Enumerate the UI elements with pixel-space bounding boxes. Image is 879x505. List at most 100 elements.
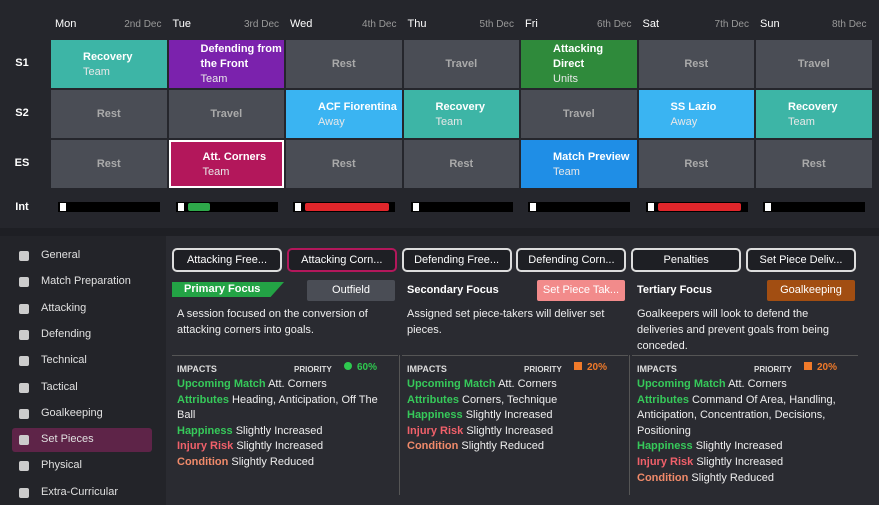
impact-text: Slightly Increased: [466, 424, 554, 437]
session-title: Match Preview: [553, 150, 630, 163]
impacts-label: IMPACTS: [637, 364, 677, 374]
impact-text: Att. Corners: [268, 378, 327, 390]
sidebar-item[interactable]: Attacking: [41, 301, 87, 314]
impact-label: Injury Risk: [177, 440, 234, 453]
impact-text: Att. Corners: [728, 378, 787, 390]
sidebar-item[interactable]: Match Preparation: [41, 275, 131, 288]
session-cell[interactable]: SS Lazio Away: [638, 90, 754, 138]
impact-text: Slightly Reduced: [461, 440, 544, 453]
priority-value: 60%: [357, 362, 378, 373]
impact-row: Injury Risk Slightly Increased: [177, 439, 399, 455]
session-cell[interactable]: Travel: [756, 40, 872, 88]
impact-label: Attributes: [637, 393, 689, 406]
focus-heading: Primary Focus: [172, 282, 284, 297]
priority-value: 20%: [587, 362, 608, 373]
session-cell[interactable]: Rest: [756, 140, 872, 188]
priority-icon: [804, 362, 812, 370]
session-cell[interactable]: Rest: [638, 40, 754, 88]
tab[interactable]: Attacking Corn...: [286, 248, 397, 272]
sidebar-item[interactable]: Tactical: [41, 380, 78, 393]
day-date: 4th Dec: [362, 19, 397, 30]
day-date: 7th Dec: [714, 19, 749, 30]
intensity-icon: [765, 203, 771, 211]
focus-button[interactable]: Set Piece Tak...: [537, 280, 625, 301]
session-cell[interactable]: Match Preview Team: [521, 140, 637, 188]
impact-list: Upcoming Match Att. Corners Attributes Co…: [407, 377, 629, 455]
session-cell[interactable]: ACF Fiorentina Away: [286, 90, 402, 138]
session-title: Rest: [684, 57, 709, 70]
session-cell[interactable]: Recovery Team: [756, 90, 872, 138]
session-title: Rest: [331, 57, 356, 70]
day-name: Fri: [525, 18, 538, 30]
impact-label: Upcoming Match: [637, 378, 726, 390]
impact-text: Slightly Reduced: [231, 455, 314, 468]
tab[interactable]: Defending Corn...: [516, 248, 627, 272]
session-sub: Units: [553, 73, 579, 85]
session-cell[interactable]: Travel: [521, 90, 637, 138]
intensity-track: [175, 202, 278, 212]
session-cell[interactable]: Rest: [286, 40, 402, 88]
impact-label: Attributes: [407, 393, 459, 406]
impact-row: Upcoming Match Att. Corners: [177, 377, 399, 393]
impact-text: Corners, Technique: [462, 393, 558, 406]
session-title: Rest: [331, 157, 356, 170]
impact-list: Upcoming Match Att. Corners Attributes Co…: [637, 377, 859, 486]
sidebar-item[interactable]: Goalkeeping: [41, 406, 103, 419]
sidebar-item[interactable]: Physical: [41, 459, 82, 472]
sidebar-item[interactable]: Defending: [41, 327, 92, 340]
session-cell[interactable]: Recovery Team: [403, 90, 519, 138]
session-cell[interactable]: Rest: [286, 140, 402, 188]
session-cell[interactable]: Rest: [638, 140, 754, 188]
impact-row: Happiness Slightly Increased: [407, 408, 629, 424]
impact-row: Attributes Command Of Area, Handling, An…: [637, 393, 859, 440]
impact-row: Happiness Slightly Increased: [637, 439, 859, 455]
session-sub: Team: [202, 165, 230, 178]
impact-label: Upcoming Match: [407, 378, 496, 390]
focus-button[interactable]: Outfield: [307, 280, 395, 301]
day-date: 3rd Dec: [243, 19, 279, 30]
session-title: Recovery: [83, 50, 133, 63]
impact-text: Slightly Increased: [236, 440, 324, 453]
sidebar-item[interactable]: Extra-Curricular: [41, 485, 119, 498]
sidebar-icon: [19, 382, 29, 393]
impact-text: Slightly Increased: [696, 455, 784, 468]
session-cell[interactable]: Defending from the Front Team: [168, 40, 284, 88]
session-title: Travel: [445, 57, 478, 70]
column-divider: [629, 355, 630, 495]
row-label: ES: [14, 157, 30, 169]
impact-row: Condition Slightly Reduced: [407, 439, 629, 455]
intensity-icon: [295, 203, 301, 211]
impact-label: Happiness: [637, 440, 693, 453]
session-sub: Team: [435, 115, 463, 128]
focus-description: A session focused on the conversion of a…: [177, 308, 368, 336]
impact-row: Attributes Corners, Technique: [407, 393, 629, 409]
session-cell[interactable]: Attacking Direct Units: [521, 40, 637, 88]
tab[interactable]: Set Piece Deliv...: [746, 248, 856, 272]
session-cell[interactable]: Rest: [51, 140, 167, 188]
session-cell[interactable]: Travel: [168, 90, 284, 138]
impact-label: Condition: [407, 440, 459, 453]
day-name: Sun: [760, 18, 780, 30]
tab[interactable]: Defending Free...: [401, 248, 512, 272]
tab[interactable]: Penalties: [631, 248, 742, 272]
session-title: Travel: [562, 107, 595, 120]
session-title: Travel: [210, 107, 243, 120]
sidebar-item[interactable]: Technical: [41, 354, 87, 367]
session-cell[interactable]: Rest: [51, 90, 167, 138]
impact-text: Att. Corners: [498, 378, 557, 390]
priority-label: PRIORITY: [294, 365, 332, 374]
day-name: Sat: [642, 18, 660, 30]
session-cell[interactable]: Travel: [403, 40, 519, 88]
session-cell[interactable]: Att. Corners Team: [168, 140, 284, 188]
tab[interactable]: Attacking Free...: [172, 248, 282, 272]
sidebar-item[interactable]: Set Pieces: [41, 433, 94, 446]
focus-button[interactable]: Goalkeeping: [767, 280, 855, 301]
day-date: 2nd Dec: [124, 19, 162, 30]
sidebar-item[interactable]: General: [41, 249, 81, 261]
content: [166, 236, 879, 505]
session-cell[interactable]: Rest: [403, 140, 519, 188]
session-title: Attacking Direct: [553, 43, 604, 70]
session-cell[interactable]: Recovery Team: [51, 40, 167, 88]
intensity-bar: [305, 203, 389, 211]
session-title: Rest: [96, 107, 121, 120]
